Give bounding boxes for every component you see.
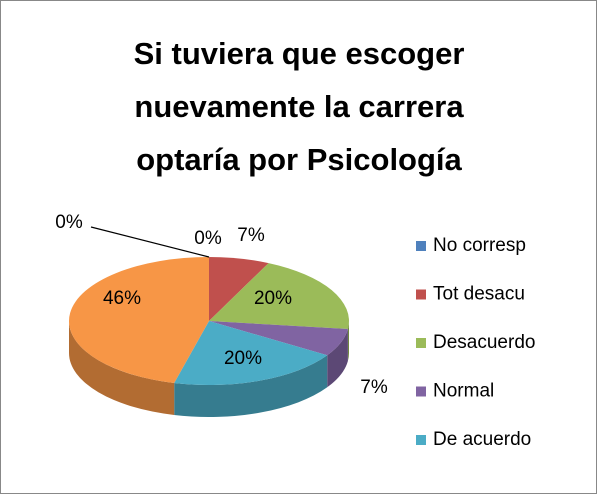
data-label: 46%	[103, 288, 141, 309]
pie-slice	[209, 263, 349, 330]
data-label: 7%	[360, 377, 388, 398]
legend-label: De acuerdo	[433, 429, 531, 450]
pie-slice	[174, 321, 328, 385]
pie-side	[347, 321, 349, 362]
data-label: 20%	[254, 288, 292, 309]
pie-slice	[209, 257, 269, 321]
legend-label: Desacuerdo	[433, 332, 535, 353]
data-label: 0%	[55, 212, 83, 233]
leader-line	[90, 226, 210, 258]
chart-title: Si tuviera que escoger nuevamente la car…	[133, 36, 465, 177]
pie-slice	[209, 321, 348, 356]
legend-swatch	[416, 241, 426, 251]
legend-label: Tot desacu	[433, 284, 525, 305]
legend-swatch	[416, 435, 426, 445]
legend-label: No corresp	[433, 235, 526, 256]
legend-label: Normal	[433, 381, 494, 402]
legend-swatch	[416, 386, 426, 397]
pie-side	[327, 329, 348, 388]
legend-swatch	[416, 289, 426, 300]
data-label: 0%	[194, 228, 222, 249]
data-label: 20%	[224, 348, 262, 369]
pie-slice	[69, 257, 210, 383]
pie-side	[174, 355, 328, 417]
pie-side	[69, 321, 175, 415]
legend-swatch	[416, 338, 426, 348]
data-label: 7%	[237, 225, 265, 246]
